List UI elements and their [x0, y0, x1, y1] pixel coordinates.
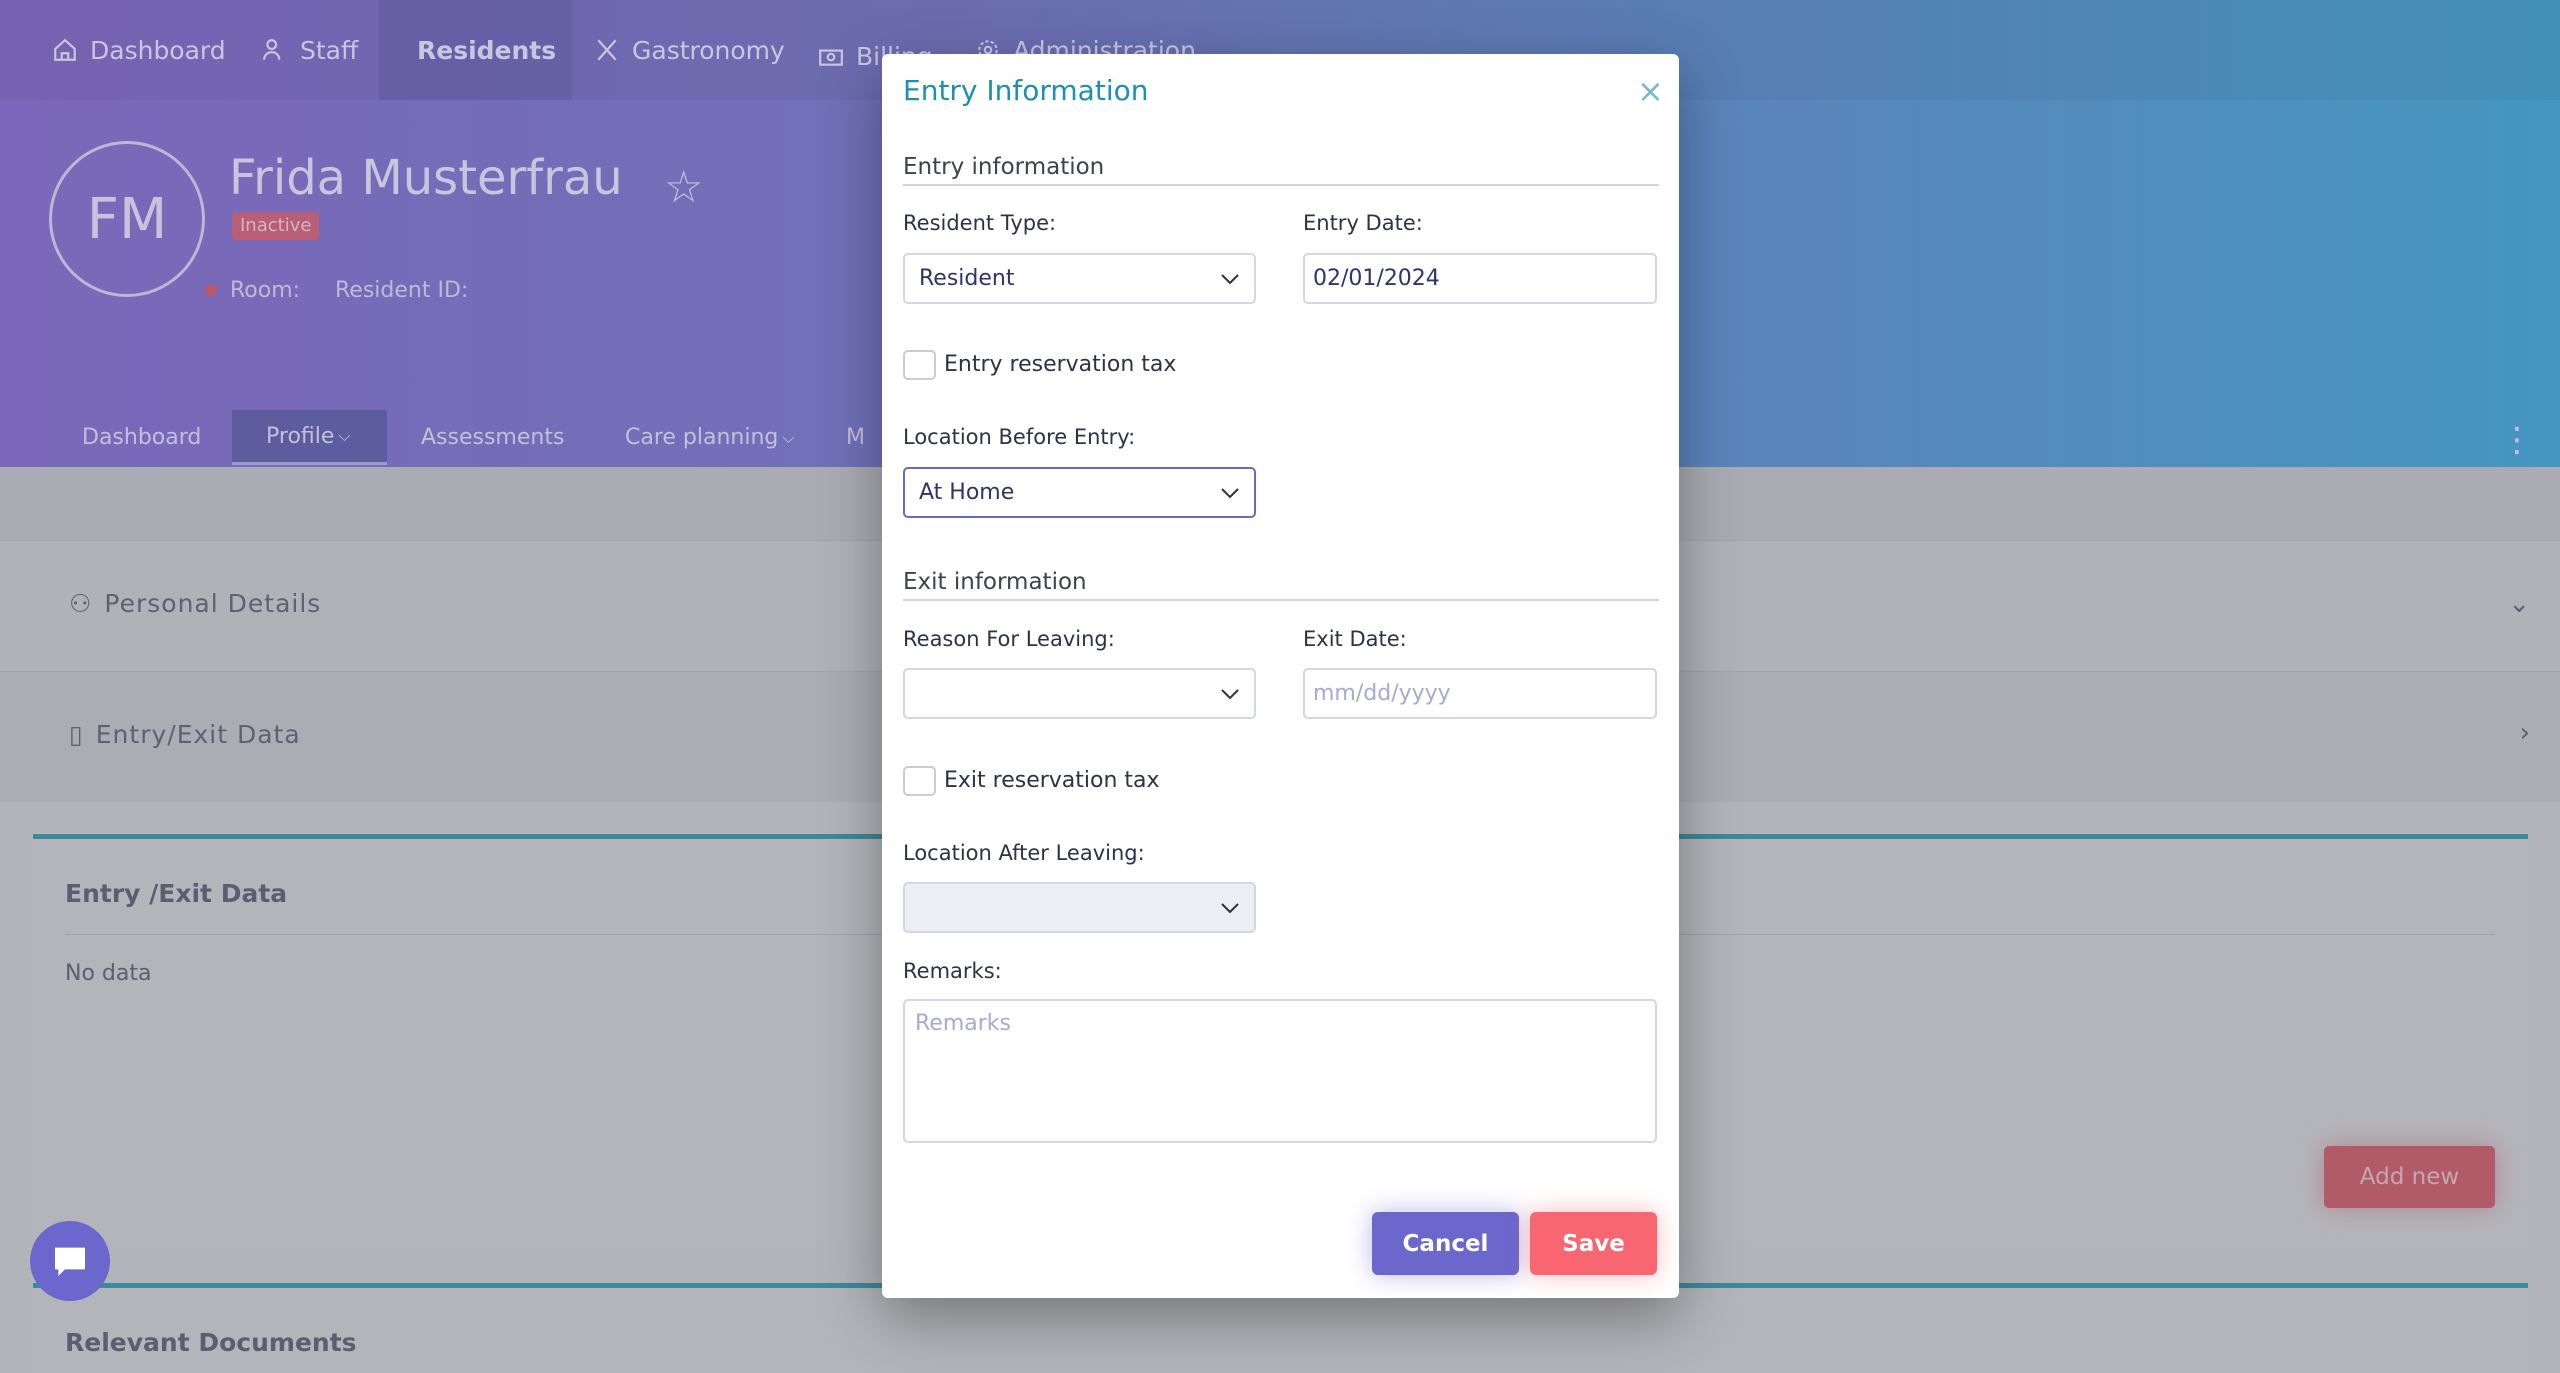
entry-date-label: Entry Date: — [1303, 211, 1423, 235]
subtab-assessments[interactable]: Assessments — [421, 410, 564, 465]
entry-reservation-tax-checkbox[interactable] — [903, 350, 936, 380]
nav-label: Staff — [300, 35, 359, 65]
users-icon — [263, 39, 281, 60]
resident-type-select[interactable]: Resident — [903, 253, 1256, 304]
select-value: At Home — [919, 480, 1015, 505]
reason-label: Reason For Leaving: — [903, 627, 1115, 651]
entry-section-heading: Entry information — [903, 154, 1659, 186]
save-button[interactable]: Save — [1530, 1212, 1657, 1275]
star-icon[interactable]: ☆ — [664, 162, 704, 213]
home-icon — [54, 38, 76, 61]
add-new-button[interactable]: Add new — [2324, 1146, 2495, 1208]
nav-staff[interactable]: Staff — [262, 0, 358, 100]
chevron-down-icon: ⌵ — [338, 426, 351, 445]
location-after-select[interactable] — [903, 882, 1256, 933]
user-icon: ⚇ — [69, 589, 93, 618]
location-after-label: Location After Leaving: — [903, 841, 1145, 865]
close-icon[interactable]: × — [1637, 72, 1664, 110]
entry-information-modal: Entry Information × Entry information Re… — [882, 54, 1679, 1298]
book-icon: ▯ — [69, 720, 84, 749]
room-label: Room: — [230, 278, 301, 303]
card-title: Entry /Exit Data — [65, 879, 288, 908]
resident-type-label: Resident Type: — [903, 211, 1057, 235]
exit-date-input[interactable]: mm/dd/yyyy — [1303, 668, 1657, 719]
chevron-down-icon — [1221, 902, 1239, 913]
status-badge: Inactive — [232, 212, 320, 240]
money-icon — [819, 49, 843, 66]
resident-id-label: Resident ID: — [335, 278, 469, 303]
subtab-care-planning[interactable]: Care planning ⌵ — [625, 410, 795, 465]
resident-name: Frida Musterfrau — [229, 150, 623, 206]
chat-button[interactable] — [30, 1221, 110, 1301]
status-dot — [205, 284, 217, 296]
subtab-profile[interactable]: Profile ⌵ — [232, 410, 387, 465]
nav-label: Dashboard — [90, 35, 226, 65]
chevron-down-icon: ⌄ — [2508, 589, 2530, 619]
section-title: Entry/Exit Data — [95, 720, 301, 749]
subtab-more[interactable]: M — [846, 410, 865, 465]
subtab-dashboard[interactable]: Dashboard — [82, 410, 201, 465]
subtab-label: Care planning — [625, 425, 779, 450]
exit-date-label: Exit Date: — [1303, 627, 1407, 651]
nav-gastronomy[interactable]: Gastronomy — [594, 0, 785, 100]
exit-section-heading: Exit information — [903, 569, 1659, 601]
nav-label: Gastronomy — [632, 35, 785, 65]
subtab-label: Profile — [266, 423, 335, 449]
location-before-select[interactable]: At Home — [903, 467, 1256, 518]
subtab-label: Assessments — [421, 425, 565, 450]
chevron-down-icon — [1221, 273, 1239, 284]
cutlery-icon — [597, 39, 617, 61]
input-value: 02/01/2024 — [1313, 266, 1440, 291]
nav-label: Residents — [417, 35, 557, 65]
nav-residents[interactable]: Residents — [379, 0, 572, 100]
subtab-label: M — [846, 425, 865, 450]
chat-icon — [55, 1247, 85, 1276]
select-value: Resident — [919, 266, 1015, 291]
placeholder: Remarks — [915, 1011, 1011, 1036]
exit-reservation-tax-checkbox[interactable] — [903, 766, 936, 796]
empty-state: No data — [65, 961, 152, 986]
chevron-right-icon: › — [2519, 718, 2530, 748]
top-navigation: Dashboard Staff Residents Gastronomy Bil… — [0, 0, 2560, 100]
remarks-label: Remarks: — [903, 959, 1002, 983]
location-before-label: Location Before Entry: — [903, 425, 1136, 449]
placeholder: mm/dd/yyyy — [1313, 681, 1451, 706]
modal-title: Entry Information — [903, 74, 1149, 107]
nav-dashboard[interactable]: Dashboard — [52, 0, 226, 100]
avatar: FM — [49, 141, 205, 297]
chevron-down-icon: ⌵ — [782, 427, 795, 447]
checkbox-label: Exit reservation tax — [944, 768, 1160, 793]
section-title: Personal Details — [104, 589, 322, 618]
subtab-label: Dashboard — [82, 425, 202, 450]
checkbox-label: Entry reservation tax — [944, 352, 1177, 377]
cancel-button[interactable]: Cancel — [1372, 1212, 1519, 1275]
chevron-down-icon — [1221, 487, 1239, 498]
remarks-textarea[interactable]: Remarks — [903, 999, 1657, 1143]
entry-date-input[interactable]: 02/01/2024 — [1303, 253, 1657, 304]
card-title: Relevant Documents — [65, 1328, 357, 1357]
chevron-down-icon — [1221, 688, 1239, 699]
more-options-icon[interactable]: ⋮ — [2500, 420, 2534, 460]
reason-select[interactable] — [903, 668, 1256, 719]
